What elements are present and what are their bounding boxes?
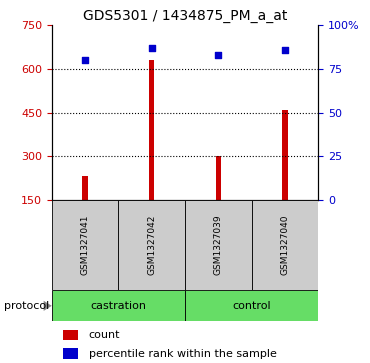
- Bar: [118, 200, 185, 290]
- Point: [82, 57, 88, 63]
- Bar: [216, 156, 221, 200]
- Text: GSM1327041: GSM1327041: [81, 215, 90, 275]
- Bar: [63, 330, 78, 340]
- Polygon shape: [44, 301, 52, 311]
- Bar: [52, 290, 185, 321]
- Point: [282, 47, 288, 53]
- Text: GSM1327039: GSM1327039: [214, 215, 223, 276]
- Point: [149, 45, 155, 51]
- Bar: [149, 60, 154, 200]
- Text: GSM1327042: GSM1327042: [147, 215, 156, 275]
- Text: castration: castration: [90, 301, 147, 311]
- Text: control: control: [232, 301, 271, 311]
- Bar: [252, 200, 318, 290]
- Bar: [83, 176, 88, 200]
- Bar: [282, 110, 287, 200]
- Bar: [52, 200, 118, 290]
- Bar: [63, 348, 78, 359]
- Title: GDS5301 / 1434875_PM_a_at: GDS5301 / 1434875_PM_a_at: [83, 9, 287, 23]
- Text: count: count: [89, 330, 120, 340]
- Text: percentile rank within the sample: percentile rank within the sample: [89, 349, 277, 359]
- Point: [215, 52, 221, 58]
- Text: protocol: protocol: [4, 301, 49, 311]
- Text: GSM1327040: GSM1327040: [280, 215, 289, 275]
- Bar: [185, 200, 252, 290]
- Bar: [185, 290, 318, 321]
